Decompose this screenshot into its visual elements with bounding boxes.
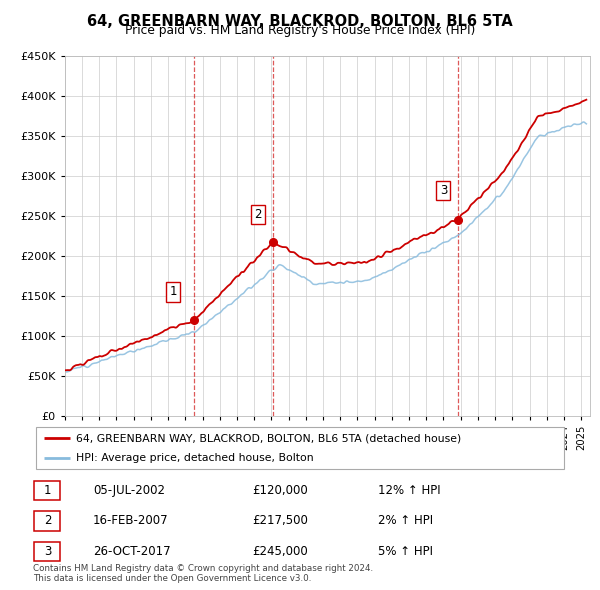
FancyBboxPatch shape — [34, 542, 61, 561]
Text: 64, GREENBARN WAY, BLACKROD, BOLTON, BL6 5TA: 64, GREENBARN WAY, BLACKROD, BOLTON, BL6… — [87, 14, 513, 28]
Text: 12% ↑ HPI: 12% ↑ HPI — [378, 484, 440, 497]
Text: HPI: Average price, detached house, Bolton: HPI: Average price, detached house, Bolt… — [76, 453, 313, 463]
FancyBboxPatch shape — [34, 481, 61, 500]
Text: 2% ↑ HPI: 2% ↑ HPI — [378, 514, 433, 527]
Text: 3: 3 — [44, 545, 51, 558]
Text: Contains HM Land Registry data © Crown copyright and database right 2024.
This d: Contains HM Land Registry data © Crown c… — [33, 563, 373, 583]
Text: 2: 2 — [254, 208, 262, 221]
Text: £120,000: £120,000 — [252, 484, 308, 497]
Text: 26-OCT-2017: 26-OCT-2017 — [93, 545, 170, 558]
Text: Price paid vs. HM Land Registry's House Price Index (HPI): Price paid vs. HM Land Registry's House … — [125, 24, 475, 37]
Text: 5% ↑ HPI: 5% ↑ HPI — [378, 545, 433, 558]
Text: 1: 1 — [169, 286, 177, 299]
Text: 64, GREENBARN WAY, BLACKROD, BOLTON, BL6 5TA (detached house): 64, GREENBARN WAY, BLACKROD, BOLTON, BL6… — [76, 433, 461, 443]
FancyBboxPatch shape — [36, 427, 564, 469]
FancyBboxPatch shape — [34, 512, 61, 530]
Text: 1: 1 — [44, 484, 51, 497]
Text: 16-FEB-2007: 16-FEB-2007 — [93, 514, 169, 527]
Text: 05-JUL-2002: 05-JUL-2002 — [93, 484, 165, 497]
Text: 3: 3 — [440, 184, 447, 197]
Text: 2: 2 — [44, 514, 51, 527]
Text: £245,000: £245,000 — [252, 545, 308, 558]
Text: £217,500: £217,500 — [252, 514, 308, 527]
